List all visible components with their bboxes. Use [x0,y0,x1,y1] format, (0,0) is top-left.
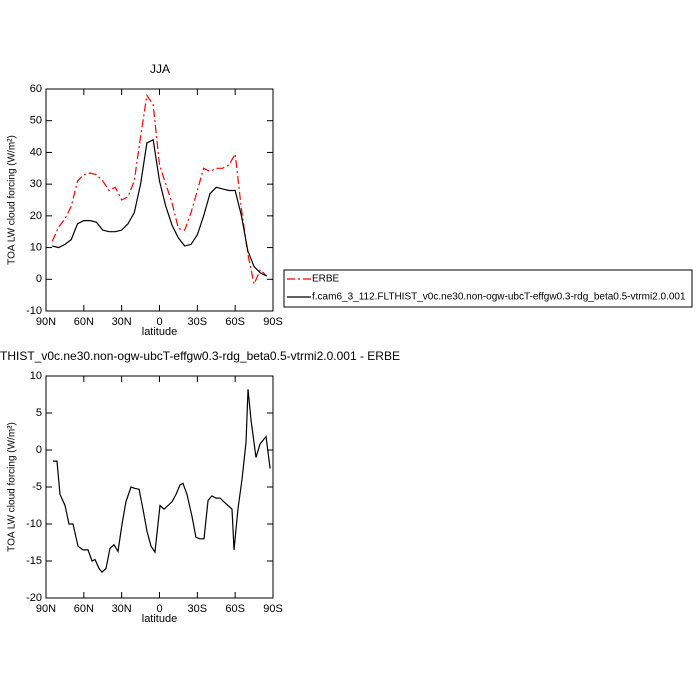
x-tick-label: 60N [74,316,94,328]
legend-box [283,269,693,308]
y-tick-label: 40 [30,146,42,158]
x-axis-label: latitude [142,613,177,625]
y-tick-label: -5 [32,481,42,493]
y-tick-label: 60 [30,83,42,95]
y-tick-label: 5 [36,407,42,419]
chart-title: THIST_v0c.ne30.non-ogw-ubcT-effgw0.3-rdg… [0,349,400,363]
legend-label: f.cam6_3_112.FLTHIST_v0c.ne30.non-ogw-ub… [312,292,686,303]
plot-frame [45,88,274,312]
y-tick-label: 0 [36,444,42,456]
x-tick-label: 90N [36,603,56,615]
y-axis-label: TOA LW cloud forcing (W/m²) [7,135,18,265]
y-tick-label: 20 [30,210,42,222]
x-tick-label: 0 [156,316,162,328]
chart-title: JJA [150,62,170,76]
x-tick-label: 60S [225,603,245,615]
x-tick-label: 30N [112,603,132,615]
x-axis-label: latitude [142,326,177,338]
y-tick-label: -10 [26,518,42,530]
y-tick-label: 10 [30,370,42,382]
y-tick-label: -10 [26,305,42,317]
y-tick-label: 30 [30,178,42,190]
y-axis-label: TOA LW cloud forcing (W/m²) [7,422,18,552]
x-tick-label: 30N [112,316,132,328]
y-tick-label: 50 [30,115,42,127]
plot-frame [45,375,274,599]
x-tick-label: 90N [36,316,56,328]
y-tick-label: -20 [26,592,42,604]
x-tick-label: 30S [188,316,208,328]
y-tick-label: -15 [26,555,42,567]
y-tick-label: 10 [30,241,42,253]
x-tick-label: 30S [188,603,208,615]
data-line [52,138,267,277]
x-tick-label: 90S [263,316,283,328]
x-tick-label: 60N [74,603,94,615]
data-line [51,93,268,286]
data-line [52,389,271,573]
y-tick-label: 0 [36,273,42,285]
legend-label: ERBE [312,274,340,285]
x-tick-label: 0 [156,603,162,615]
x-tick-label: 90S [263,603,283,615]
x-tick-label: 60S [225,316,245,328]
